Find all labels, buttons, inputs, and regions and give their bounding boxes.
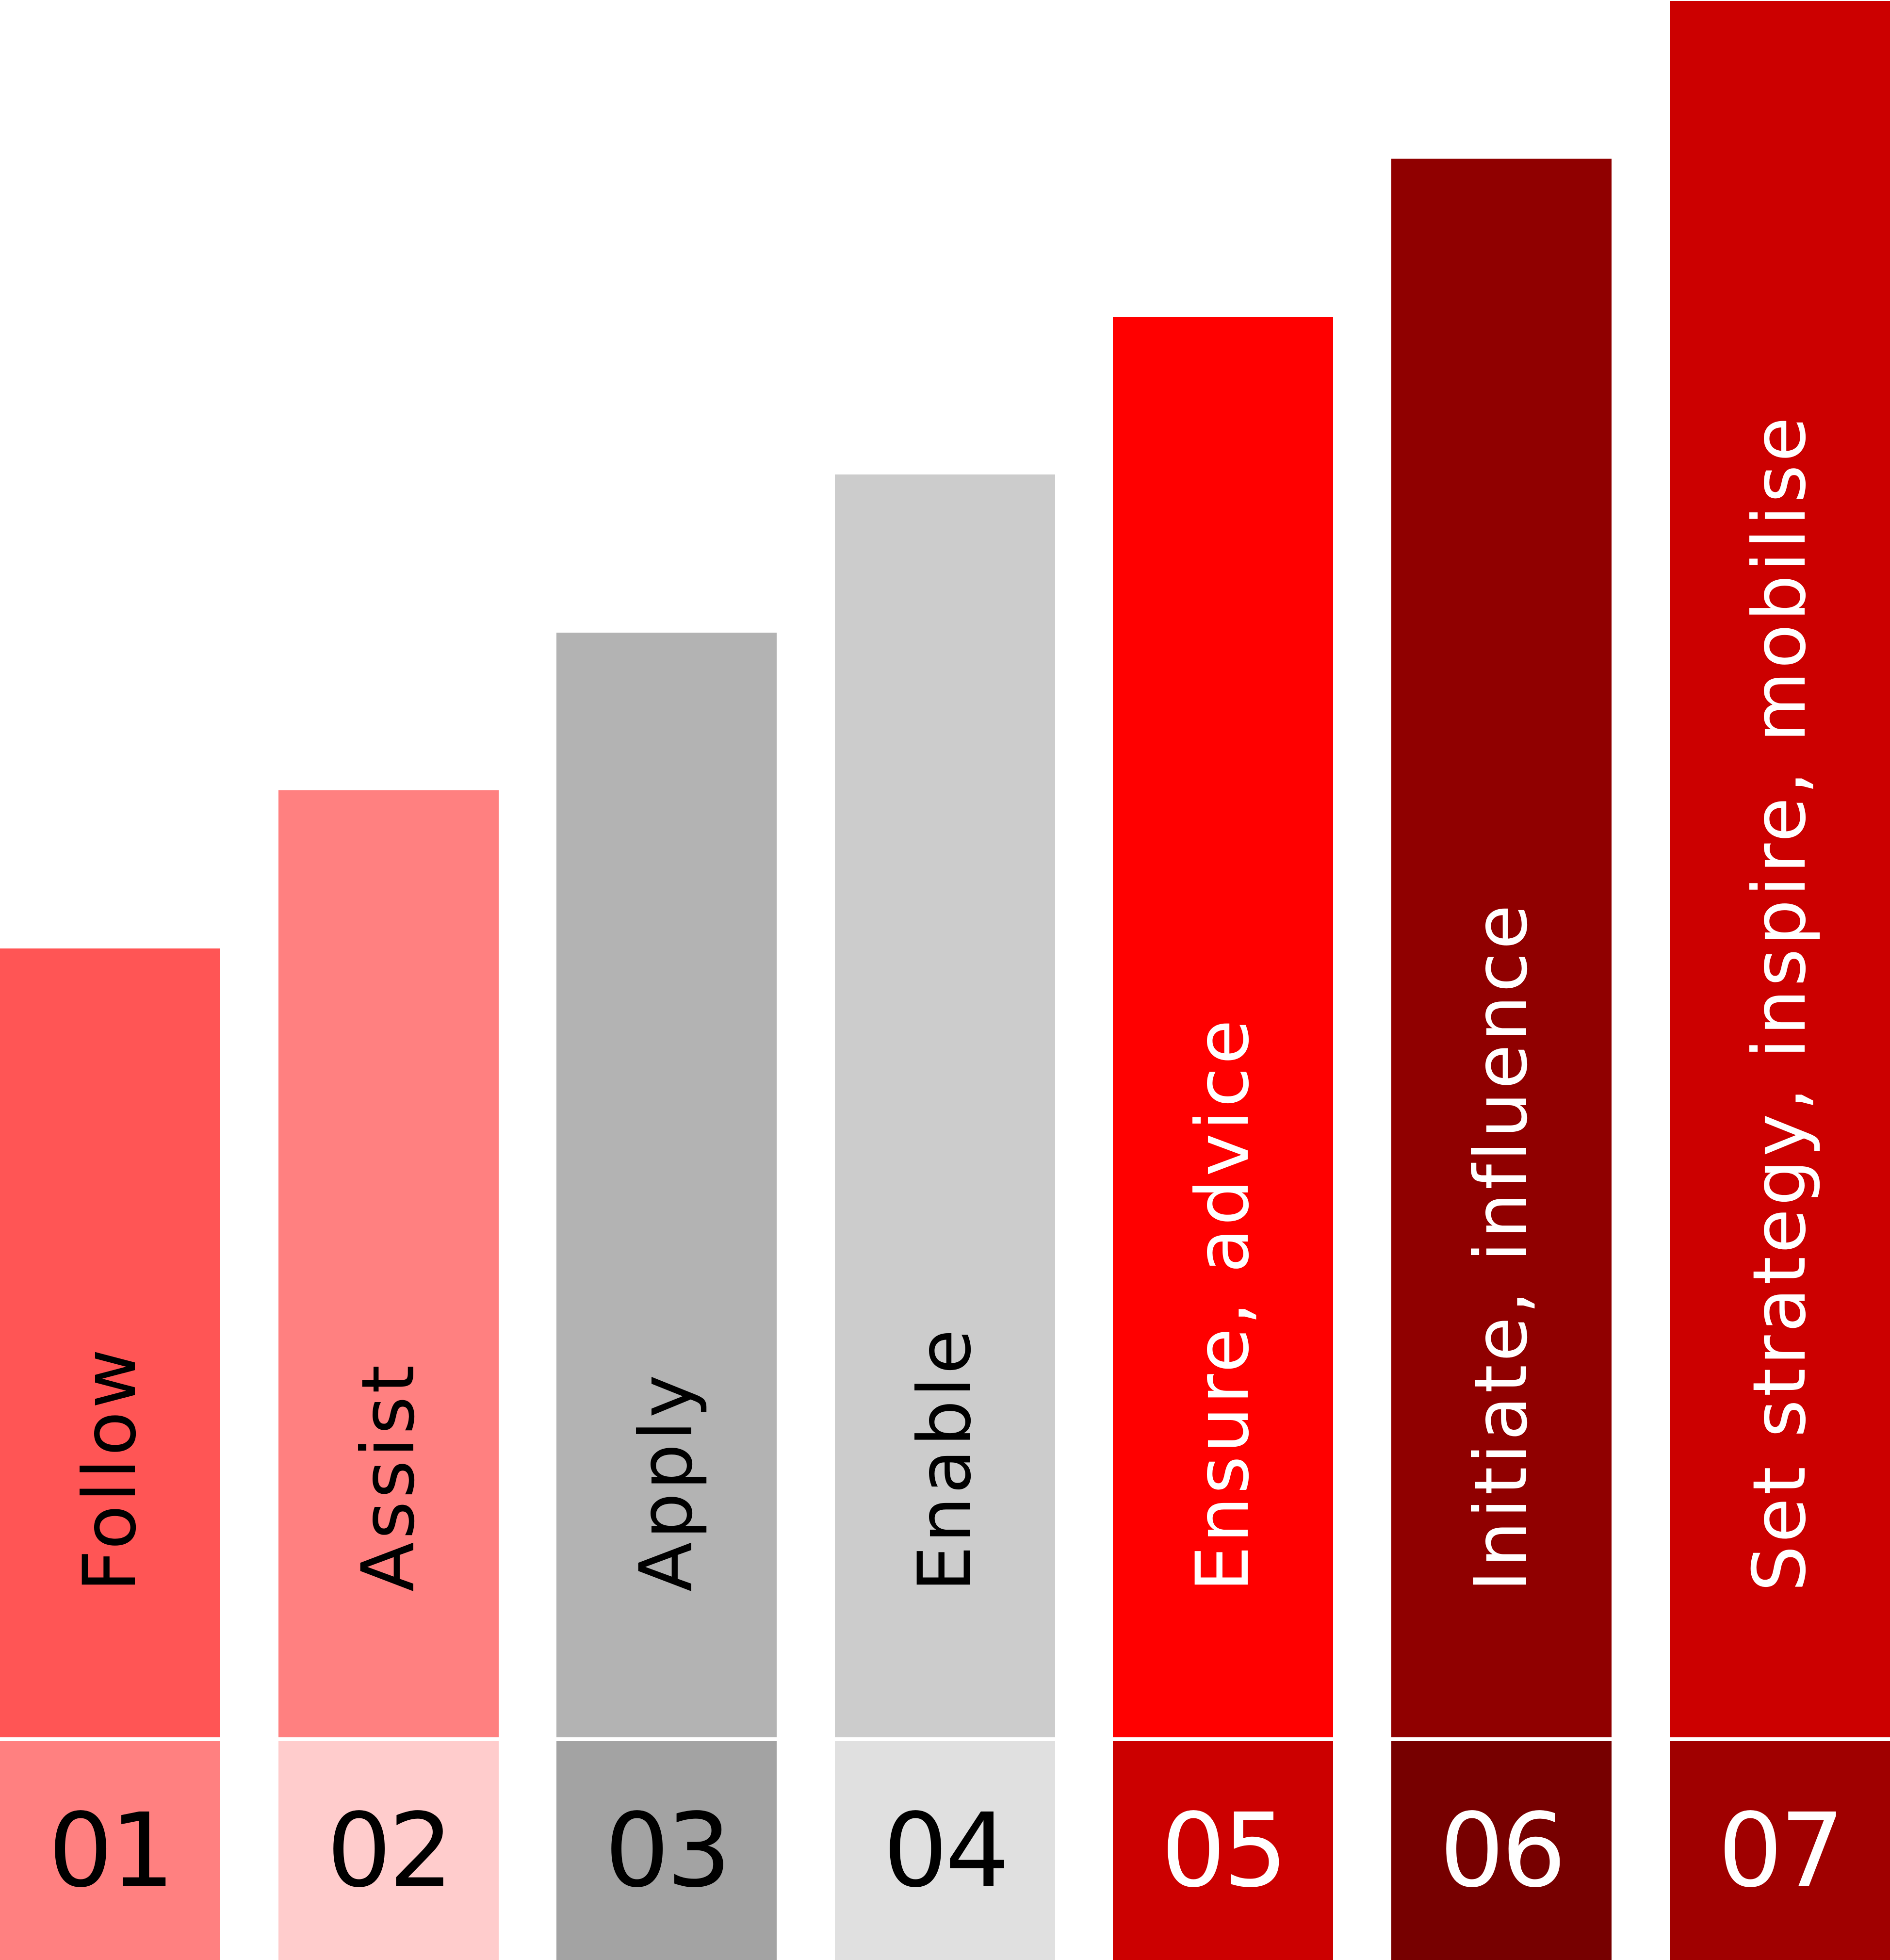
level-number-box: 02 — [278, 1741, 499, 1960]
level-number-box: 07 — [1670, 1741, 1890, 1960]
level-bar: Follow — [0, 948, 220, 1737]
level-label: Initiate, influence — [1459, 901, 1544, 1592]
level-bar: Ensure, advice — [1113, 317, 1333, 1737]
level-number: 02 — [326, 1791, 453, 1910]
level-label: Assist — [346, 1362, 431, 1592]
level-column: Enable 04 — [835, 0, 1055, 1960]
level-bar: Apply — [556, 633, 777, 1737]
level-label: Set strategy, inspire, mobilise — [1738, 414, 1822, 1592]
level-label: Follow — [68, 1346, 152, 1592]
level-number-box: 04 — [835, 1741, 1055, 1960]
level-column: Ensure, advice 05 — [1113, 0, 1333, 1960]
level-bar: Set strategy, inspire, mobilise — [1670, 1, 1890, 1737]
level-bar: Enable — [835, 474, 1055, 1737]
level-column: Assist 02 — [278, 0, 499, 1960]
level-column: Initiate, influence 06 — [1391, 0, 1612, 1960]
level-label: Apply — [624, 1372, 709, 1592]
level-number: 05 — [1161, 1791, 1287, 1910]
level-column: Follow 01 — [0, 0, 220, 1960]
level-column: Set strategy, inspire, mobilise 07 — [1670, 0, 1890, 1960]
level-number-box: 01 — [0, 1741, 220, 1960]
level-number: 03 — [604, 1791, 731, 1910]
level-label: Enable — [903, 1326, 987, 1592]
level-number: 07 — [1718, 1791, 1844, 1910]
level-number: 06 — [1439, 1791, 1566, 1910]
level-number-box: 05 — [1113, 1741, 1333, 1960]
level-number: 04 — [883, 1791, 1010, 1910]
level-number-box: 03 — [556, 1741, 777, 1960]
level-bar: Initiate, influence — [1391, 159, 1612, 1737]
level-column: Apply 03 — [556, 0, 777, 1960]
level-label: Ensure, advice — [1181, 1016, 1265, 1592]
level-bar: Assist — [278, 790, 499, 1737]
level-number-box: 06 — [1391, 1741, 1612, 1960]
level-number: 01 — [48, 1791, 175, 1910]
